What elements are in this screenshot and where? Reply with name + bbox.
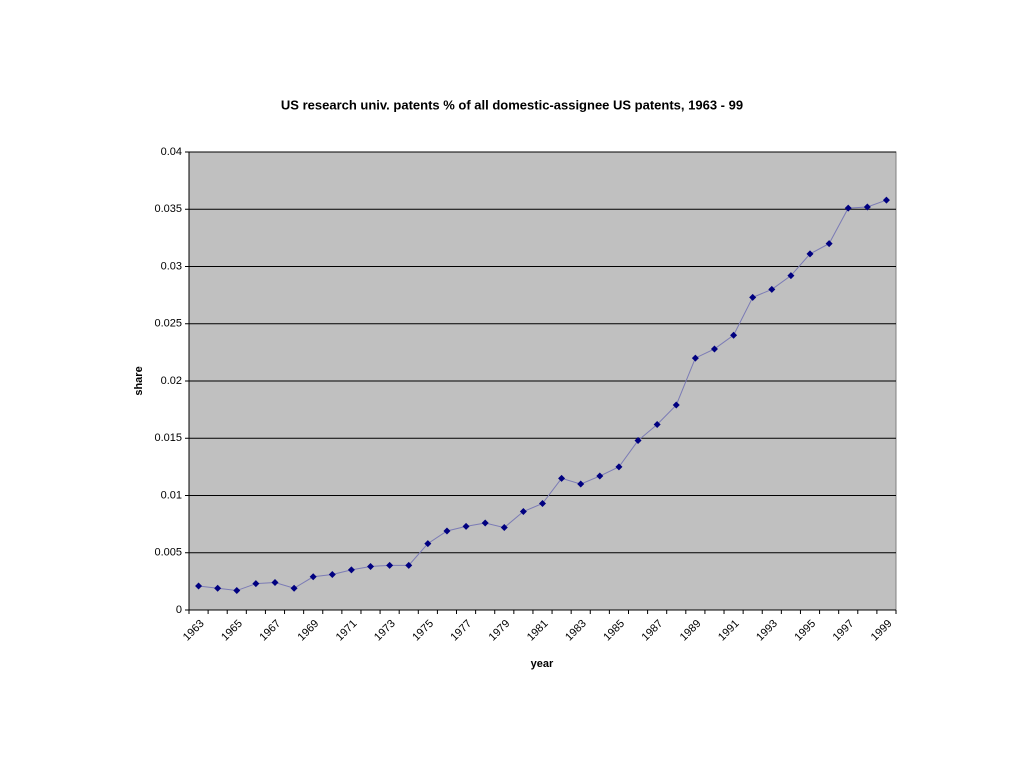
x-tick-label: 1967 <box>257 618 283 644</box>
x-tick-label: 1989 <box>678 618 704 644</box>
data-point <box>653 421 661 429</box>
data-point <box>691 354 699 362</box>
x-tick-label: 1991 <box>716 618 742 644</box>
data-point <box>367 562 375 570</box>
data-point <box>386 561 394 569</box>
data-point <box>271 579 279 587</box>
x-tick-label: 1981 <box>525 618 551 644</box>
data-point <box>195 582 203 590</box>
x-tick-label: 1977 <box>448 618 474 644</box>
data-point <box>519 508 527 516</box>
data-point <box>730 331 738 339</box>
data-point <box>424 540 432 548</box>
x-tick-label: 1985 <box>601 618 627 644</box>
data-point <box>500 524 508 532</box>
x-tick-label: 1995 <box>792 618 818 644</box>
x-tick-label: 1983 <box>563 618 589 644</box>
data-point <box>844 204 852 212</box>
data-point <box>214 584 222 592</box>
y-tick-label: 0 <box>176 604 182 616</box>
y-tick-label: 0.04 <box>161 146 182 158</box>
x-tick-label: 1993 <box>754 618 780 644</box>
x-tick-label: 1997 <box>831 618 857 644</box>
data-point <box>863 203 871 211</box>
data-point <box>577 480 585 488</box>
y-tick-label: 0.03 <box>161 260 182 272</box>
data-point <box>481 519 489 527</box>
data-point <box>405 561 413 569</box>
y-tick-label: 0.01 <box>161 489 182 501</box>
data-point <box>347 566 355 574</box>
data-point <box>558 474 566 482</box>
chart-title: US research univ. patents % of all domes… <box>281 97 743 112</box>
data-point <box>672 401 680 409</box>
data-point <box>634 437 642 445</box>
data-point <box>233 587 241 595</box>
x-tick-label: 1963 <box>181 618 207 644</box>
x-tick-label: 1973 <box>372 618 398 644</box>
data-point <box>710 345 718 353</box>
y-tick-label: 0.035 <box>154 203 182 215</box>
data-point <box>290 584 298 592</box>
data-point <box>539 500 546 508</box>
data-point <box>787 272 795 280</box>
y-axis-title: share <box>133 366 145 395</box>
x-tick-label: 1987 <box>640 618 666 644</box>
data-point <box>882 196 890 204</box>
data-point <box>749 293 757 301</box>
x-tick-label: 1979 <box>487 618 513 644</box>
y-tick-label: 0.025 <box>154 318 182 330</box>
data-point <box>443 527 451 535</box>
x-tick-label: 1975 <box>410 618 436 644</box>
data-point <box>328 571 336 579</box>
x-tick-label: 1969 <box>296 618 322 644</box>
data-point <box>596 472 604 480</box>
y-tick-label: 0.02 <box>161 375 182 387</box>
x-axis-title: year <box>531 658 554 670</box>
data-point <box>615 463 623 471</box>
data-point <box>309 573 317 581</box>
data-point <box>768 285 776 293</box>
x-tick-label: 1999 <box>869 618 895 644</box>
x-tick-label: 1971 <box>334 618 360 644</box>
x-tick-label: 1965 <box>219 618 245 644</box>
data-point <box>825 240 833 248</box>
data-point <box>252 580 260 588</box>
y-tick-label: 0.005 <box>154 547 182 559</box>
data-point <box>462 522 470 530</box>
y-tick-label: 0.015 <box>154 432 182 444</box>
data-point <box>806 250 814 258</box>
